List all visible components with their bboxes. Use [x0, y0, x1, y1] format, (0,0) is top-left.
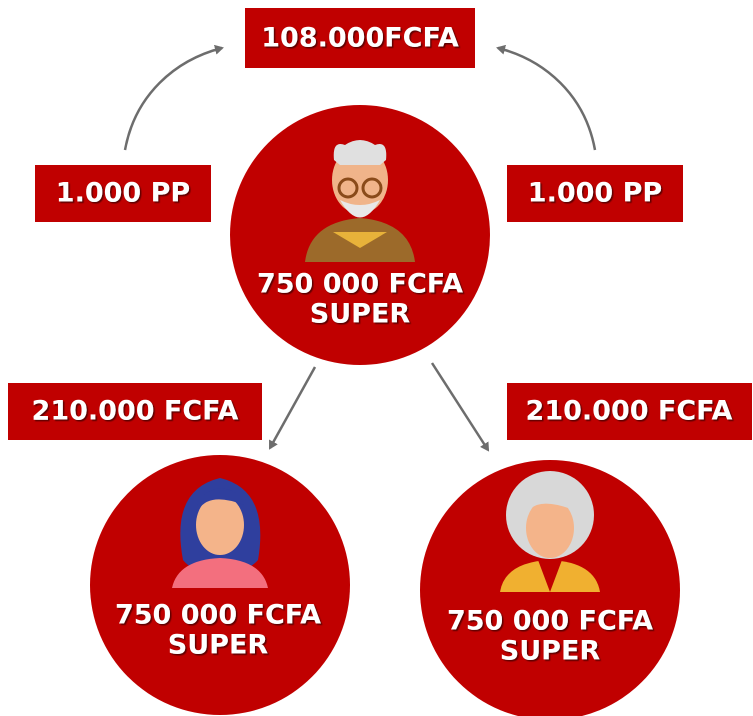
top-box-text: 108.000FCFA — [261, 23, 459, 54]
arrow — [125, 48, 222, 150]
node-amount: 750 000 FCFA — [115, 600, 321, 631]
node-rank: SUPER — [310, 299, 411, 330]
node-rank: SUPER — [500, 636, 601, 667]
lower-box-text: 210.000 FCFA — [32, 396, 239, 427]
avatar-old-woman — [500, 471, 600, 592]
arrow — [498, 48, 595, 150]
diagram: 108.000FCFA 1.000 PP 1.000 PP 210.000 FC… — [0, 0, 753, 716]
lower-box-text: 210.000 FCFA — [526, 396, 733, 427]
arrow — [432, 363, 488, 450]
node-amount: 750 000 FCFA — [257, 269, 463, 300]
side-box-text: 1.000 PP — [528, 178, 662, 209]
side-box-text: 1.000 PP — [56, 178, 190, 209]
node-rank: SUPER — [168, 630, 269, 661]
node-amount: 750 000 FCFA — [447, 606, 653, 637]
arrow — [270, 367, 315, 448]
